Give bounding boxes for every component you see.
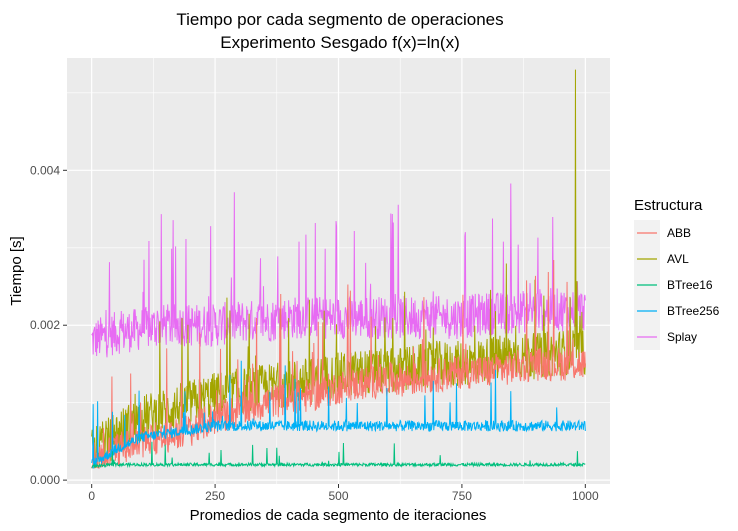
legend-label-splay: Splay	[667, 330, 697, 344]
series-line-btree16	[91, 441, 586, 469]
chart-title: Tiempo por cada segmento de operaciones	[176, 10, 503, 29]
legend-title: Estructura	[634, 197, 703, 214]
y-tick-label: 0.004	[30, 163, 60, 177]
series-line-splay	[91, 183, 586, 358]
series-line-abb	[91, 260, 586, 469]
y-tick-label: 0.000	[30, 473, 60, 487]
legend-label-avl: AVL	[667, 252, 689, 266]
series-line-btree256	[91, 360, 586, 469]
x-tick-label: 750	[452, 489, 472, 503]
y-axis-title: Tiempo [s]	[8, 236, 25, 305]
x-tick-label: 250	[205, 489, 225, 503]
x-tick-label: 0	[88, 489, 95, 503]
x-tick-label: 500	[328, 489, 348, 503]
legend-label-btree16: BTree16	[667, 278, 713, 292]
x-tick-label: 1000	[572, 489, 599, 503]
chart-subtitle: Experimento Sesgado f(x)=ln(x)	[220, 33, 460, 52]
x-axis-title: Promedios de cada segmento de iteracione…	[190, 507, 487, 524]
legend-label-abb: ABB	[667, 226, 691, 240]
plot-area	[91, 69, 586, 469]
legend-label-btree256: BTree256	[667, 304, 720, 318]
y-tick-label: 0.002	[30, 318, 60, 332]
axes: 0 250 500 750 1000 0.000 0.002 0.004	[30, 163, 599, 503]
legend: Estructura ABB AVL BTree16 BTree256 Splay	[634, 197, 720, 350]
